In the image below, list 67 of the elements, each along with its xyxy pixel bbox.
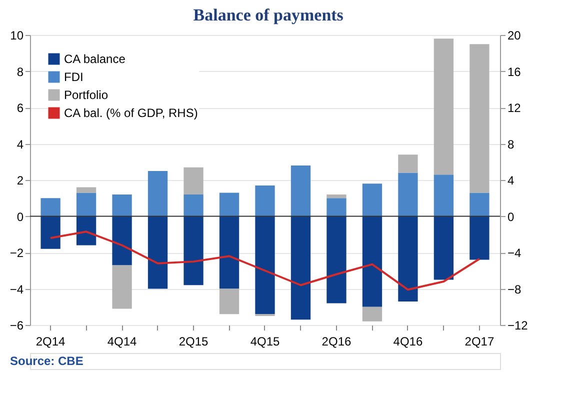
y2-tick-label: −8	[508, 282, 522, 296]
bar	[398, 216, 418, 302]
x-tick-label: 4Q15	[250, 334, 280, 348]
bar	[326, 194, 346, 198]
bar	[255, 216, 275, 314]
bar	[184, 167, 204, 194]
bar	[398, 154, 418, 173]
bar	[470, 192, 490, 216]
y2-tick-label: 20	[508, 28, 522, 42]
bar	[148, 216, 168, 289]
y2-tick-label: 12	[508, 101, 522, 115]
y2-tick-label: 4	[508, 174, 514, 188]
legend-label: Portfolio	[64, 88, 108, 102]
y-tick-label: −6	[10, 318, 24, 332]
x-tick-label: 2Q17	[464, 334, 494, 348]
bar	[184, 194, 204, 216]
bar	[326, 216, 346, 304]
y-tick-label: 4	[16, 137, 24, 152]
bar	[434, 216, 454, 280]
x-tick-label: 2Q14	[36, 334, 66, 348]
bar	[112, 265, 132, 309]
legend-label: CA balance	[64, 52, 126, 66]
line-series	[50, 230, 480, 291]
bar	[255, 185, 275, 216]
y2-tick-label: 0	[508, 210, 514, 224]
y-tick-label: 6	[16, 101, 24, 115]
bar	[434, 38, 454, 175]
y-tick-label: −4	[10, 282, 24, 296]
bar	[76, 216, 96, 246]
bar	[326, 198, 346, 216]
y2-tick-label: −4	[508, 246, 522, 260]
source-note: Source: CBE	[10, 354, 84, 368]
bar	[362, 216, 382, 307]
bar	[398, 172, 418, 216]
chart-title: Balance of payments	[193, 6, 344, 24]
bar	[219, 216, 240, 289]
bar	[290, 166, 311, 216]
y-tick-label: 2	[16, 174, 24, 188]
legend-label: FDI	[64, 70, 84, 84]
x-tick-label: 4Q14	[107, 334, 138, 348]
bar	[76, 192, 96, 216]
bar	[76, 187, 96, 193]
bar	[470, 44, 490, 193]
y2-tick-label: 8	[508, 137, 514, 152]
bar	[40, 216, 60, 249]
y-tick-label: 8	[16, 64, 24, 79]
y-tick-label: 0	[16, 210, 24, 224]
x-tick-label: 2Q15	[178, 334, 209, 348]
bar	[362, 184, 382, 216]
bar	[112, 194, 132, 216]
x-tick-label: 4Q16	[393, 334, 423, 348]
bar	[434, 174, 454, 216]
bar	[290, 216, 311, 320]
bar	[219, 192, 240, 216]
bar	[112, 216, 132, 266]
bar	[470, 216, 490, 260]
legend-label: CA bal. (% of GDP, RHS)	[64, 106, 198, 120]
y-tick-label: −2	[10, 246, 24, 260]
bar	[219, 288, 240, 314]
bar	[40, 198, 60, 216]
x-tick-label: 2Q16	[322, 334, 352, 348]
bar	[362, 306, 382, 322]
y2-tick-label: 16	[508, 64, 522, 79]
y-tick-label: 10	[10, 28, 24, 42]
bar	[148, 170, 168, 216]
bar	[184, 216, 204, 286]
y2-tick-label: −12	[508, 318, 528, 332]
